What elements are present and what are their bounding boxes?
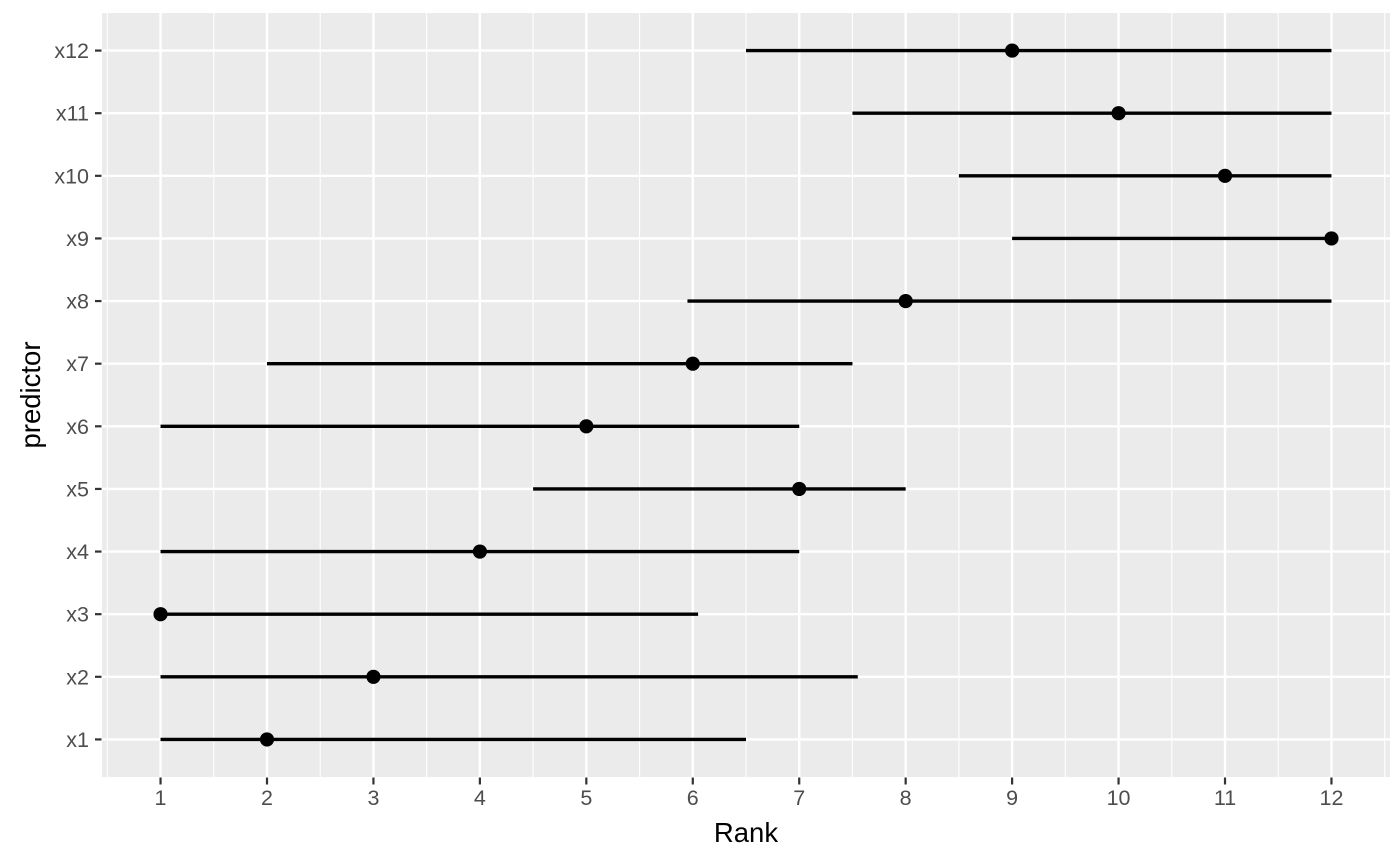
- point-x8: [898, 293, 913, 309]
- y-tick-label: x12: [54, 39, 89, 63]
- x-tick-label: 8: [900, 786, 912, 810]
- data-layer: [153, 43, 1339, 747]
- point-x1: [259, 732, 275, 747]
- x-tick-label: 12: [1319, 786, 1343, 810]
- y-tick-label: x1: [66, 728, 89, 752]
- point-x10: [1217, 168, 1233, 183]
- y-tick-label: x9: [66, 227, 89, 251]
- point-x9: [1324, 231, 1339, 246]
- y-axis-title: predictor: [15, 342, 46, 449]
- point-x3: [153, 607, 168, 622]
- point-x2: [366, 669, 381, 684]
- x-tick-label: 11: [1214, 786, 1236, 810]
- point-x6: [579, 419, 594, 434]
- x-tick-label: 10: [1107, 786, 1131, 810]
- y-tick-label: x4: [66, 540, 89, 564]
- y-tick-label: x3: [66, 603, 89, 627]
- x-tick-label: 7: [793, 786, 805, 810]
- y-tick-label: x5: [66, 477, 89, 501]
- x-tick-label: 9: [1006, 786, 1018, 810]
- point-x12: [1005, 43, 1020, 58]
- x-tick-label: 2: [261, 786, 273, 810]
- point-x11: [1111, 106, 1126, 121]
- x-tick-label: 4: [474, 786, 486, 810]
- point-x5: [792, 481, 807, 497]
- x-axis-title: Rank: [714, 817, 778, 848]
- y-tick-label: x11: [56, 102, 89, 126]
- axes: 1 2 3 4 5 6 7 8 9 10 11 12x1x2x3x4x5x6x7x8x9x10x11x…: [54, 39, 1343, 810]
- point-x7: [685, 356, 700, 371]
- y-tick-label: x10: [54, 164, 89, 188]
- point-x4: [472, 544, 487, 559]
- y-tick-label: x7: [66, 352, 89, 376]
- x-tick-label: 5: [580, 786, 592, 810]
- x-tick-label: 3: [367, 786, 379, 810]
- y-tick-label: x6: [66, 415, 89, 439]
- x-tick-label: 1: [155, 786, 167, 810]
- y-tick-label: x8: [66, 290, 89, 314]
- y-tick-label: x2: [66, 665, 89, 689]
- x-tick-label: 6: [687, 786, 699, 810]
